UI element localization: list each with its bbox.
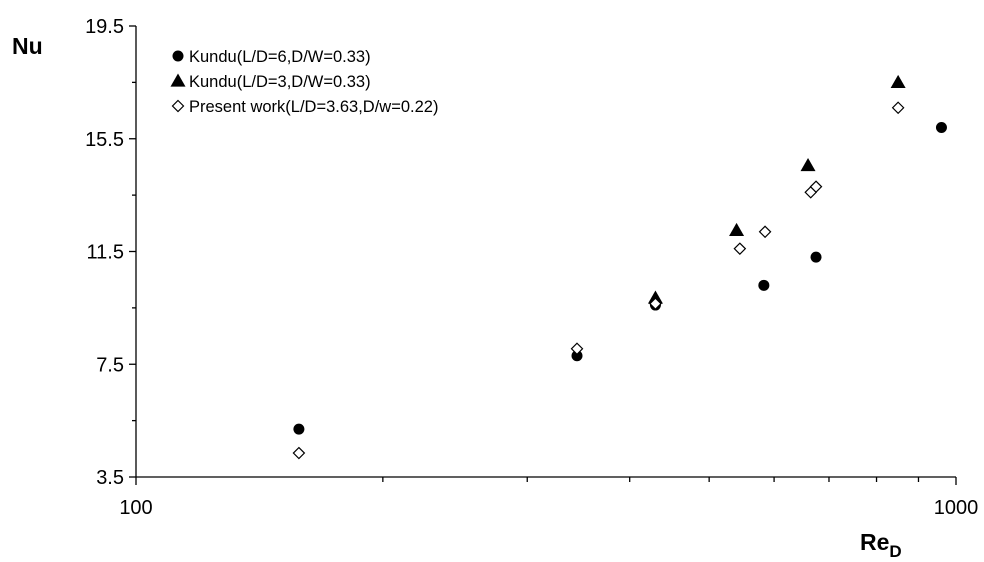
- y-tick-label: 15.5: [85, 129, 124, 151]
- data-points: [292, 74, 947, 460]
- y-axis-title: Nu: [12, 33, 43, 59]
- x-axis-title: ReD: [860, 529, 902, 561]
- diamond-point: [733, 242, 747, 256]
- circle-point: [758, 279, 770, 291]
- x-axis-title-main: Re: [860, 529, 889, 555]
- legend: Kundu(L/D=6,D/W=0.33) Kundu(L/D=3,D/W=0.3…: [170, 48, 438, 116]
- ticks: 3.5 7.5 11.5 15.5 19.5 100 1000: [85, 16, 978, 519]
- circle-point: [293, 423, 305, 435]
- y-tick-label: 3.5: [96, 467, 124, 489]
- legend-label: Kundu(L/D=6,D/W=0.33): [189, 48, 371, 66]
- y-tick-label: 19.5: [85, 16, 124, 38]
- diamond-point: [758, 225, 772, 239]
- circle-point: [810, 251, 822, 263]
- x-tick-label: 100: [119, 497, 152, 519]
- diamond-point: [891, 101, 905, 115]
- legend-triangle-point: [170, 73, 186, 87]
- diamond-point: [649, 297, 662, 310]
- legend-circle-point: [172, 50, 184, 62]
- triangle-point: [890, 74, 906, 88]
- diamond-point: [570, 342, 584, 356]
- triangle-point: [729, 222, 745, 236]
- legend-diamond-point: [171, 99, 185, 113]
- y-tick-label: 7.5: [96, 354, 124, 376]
- triangle-point: [647, 290, 663, 304]
- legend-label: Kundu(L/D=3,D/W=0.33): [189, 73, 371, 91]
- triangle-point: [800, 158, 816, 172]
- diamond-point: [292, 446, 306, 460]
- x-tick-label: 1000: [934, 497, 979, 519]
- axes: [135, 26, 956, 478]
- circle-point: [571, 350, 583, 362]
- y-tick-label: 11.5: [87, 242, 124, 264]
- x-axis-title-subscript: D: [889, 542, 901, 561]
- diamond-point: [809, 180, 823, 194]
- legend-label: Present work(L/D=3.63,D/w=0.22): [189, 98, 438, 116]
- circle-point: [935, 121, 947, 133]
